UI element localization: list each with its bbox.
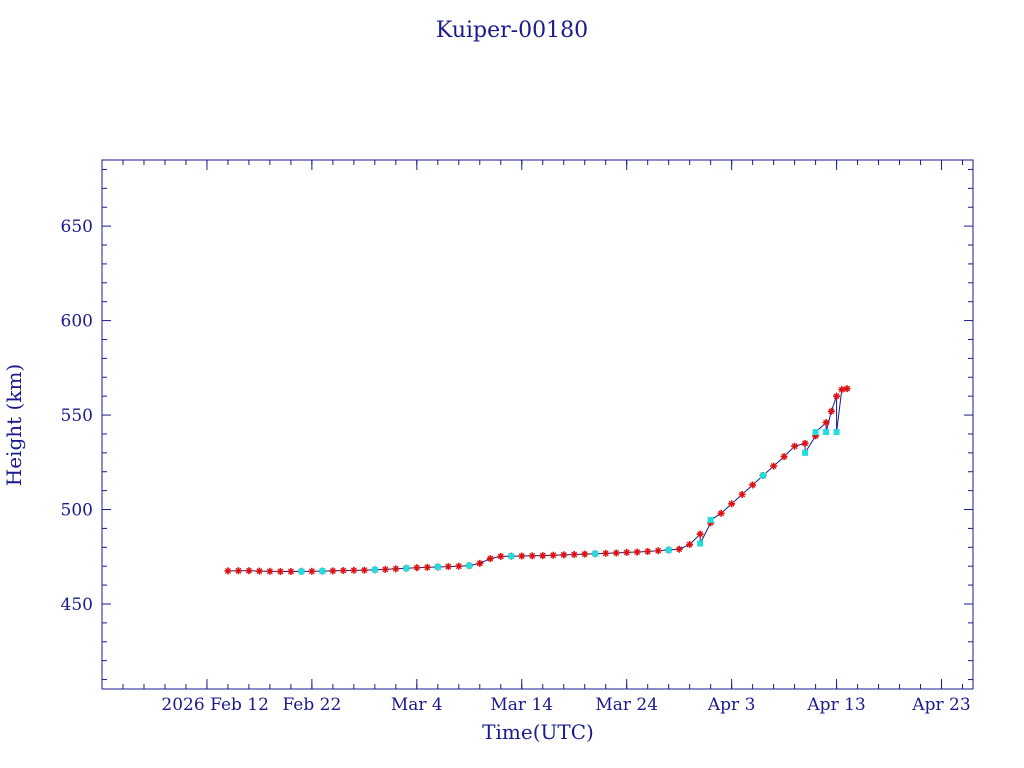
data-point-red — [675, 545, 683, 553]
data-point-red — [717, 509, 725, 517]
data-point-red — [696, 530, 704, 538]
data-point-cyan — [665, 546, 672, 553]
data-point-red — [497, 552, 505, 560]
data-point-red — [623, 548, 631, 556]
data-point-cyan — [403, 565, 410, 572]
data-point-red — [392, 565, 400, 573]
y-tick-label: 650 — [61, 217, 93, 237]
data-point-red — [738, 490, 746, 498]
data-point-red — [350, 566, 358, 574]
data-point-red — [749, 481, 757, 489]
x-tick-labels: 2026 Feb 12 Feb 22 Mar 4 Mar 14 Mar 24 Apr 3 A… — [161, 695, 970, 715]
data-point-red — [791, 442, 799, 450]
x-tick-label: Apr 3 — [707, 695, 756, 715]
data-point-red — [234, 567, 242, 575]
data-point-red — [444, 563, 452, 571]
data-point-red — [770, 462, 778, 470]
data-point-red — [339, 567, 347, 575]
data-point-cyan — [760, 472, 767, 479]
y-tick-label: 550 — [61, 406, 93, 426]
data-point-red — [308, 567, 316, 575]
x-tick-label: Mar 14 — [490, 695, 553, 715]
y-tick-label: 500 — [61, 501, 93, 521]
x-tick-label: Apr 23 — [911, 695, 970, 715]
data-point-red — [224, 567, 232, 575]
data-point-red — [633, 548, 641, 556]
data-point-red — [381, 565, 389, 573]
data-point-red — [455, 562, 463, 570]
y-tick-labels: 450 500 550 600 650 — [61, 217, 93, 615]
axis-ticks — [101, 160, 973, 689]
data-point-red — [801, 439, 809, 447]
x-tick-label: Mar 24 — [595, 695, 658, 715]
data-point-red — [476, 559, 484, 567]
x-tick-label: 2026 Feb 12 — [161, 695, 269, 715]
data-point-red — [266, 567, 274, 575]
data-point-red — [549, 551, 557, 559]
data-point-red — [560, 551, 568, 559]
data-point-cyan — [823, 429, 830, 436]
data-point-red — [329, 567, 337, 575]
data-point-red — [287, 567, 295, 575]
data-point-red — [528, 552, 536, 560]
data-point-red — [654, 547, 662, 555]
data-point-cyan — [298, 568, 305, 575]
data-point-cyan — [371, 566, 378, 573]
x-tick-label: Mar 4 — [391, 695, 443, 715]
data-point-cyan — [466, 562, 473, 569]
data-point-cyan — [833, 429, 840, 436]
x-axis-label: Time(UTC) — [482, 720, 594, 744]
data-point-red — [423, 563, 431, 571]
data-point-cyan — [434, 563, 441, 570]
data-point-red — [581, 550, 589, 558]
data-point-cyan — [697, 540, 704, 547]
data-point-red — [518, 552, 526, 560]
data-point-red — [413, 564, 421, 572]
data-point-red — [570, 550, 578, 558]
data-point-red — [686, 540, 694, 548]
y-tick-label: 600 — [61, 312, 93, 332]
data-point-cyan — [802, 449, 809, 456]
x-tick-label: Feb 22 — [282, 695, 341, 715]
data-point-red — [644, 547, 652, 555]
data-point-red — [827, 407, 835, 415]
y-tick-label: 450 — [61, 595, 93, 615]
data-point-red — [822, 419, 830, 427]
data-point-red — [539, 552, 547, 560]
data-point-red — [838, 386, 846, 394]
data-marks — [224, 385, 851, 575]
data-point-red — [255, 567, 263, 575]
data-point-red — [612, 549, 620, 557]
data-point-red — [486, 555, 494, 563]
data-point-red — [843, 385, 851, 393]
data-point-red — [245, 567, 253, 575]
chart-title: Kuiper-00180 — [436, 18, 588, 43]
plot-frame — [101, 159, 974, 690]
data-point-red — [602, 549, 610, 557]
series-line — [227, 388, 848, 573]
data-point-red — [780, 453, 788, 461]
data-point-red — [728, 500, 736, 508]
data-point-red — [360, 566, 368, 574]
data-point-cyan — [707, 516, 714, 523]
x-tick-label: Apr 13 — [806, 695, 865, 715]
data-point-cyan — [812, 429, 819, 436]
y-axis-label: Height (km) — [2, 364, 26, 486]
data-point-cyan — [319, 568, 326, 575]
data-point-cyan — [508, 553, 515, 560]
data-point-red — [833, 392, 841, 400]
data-point-cyan — [592, 550, 599, 557]
data-point-red — [276, 567, 284, 575]
